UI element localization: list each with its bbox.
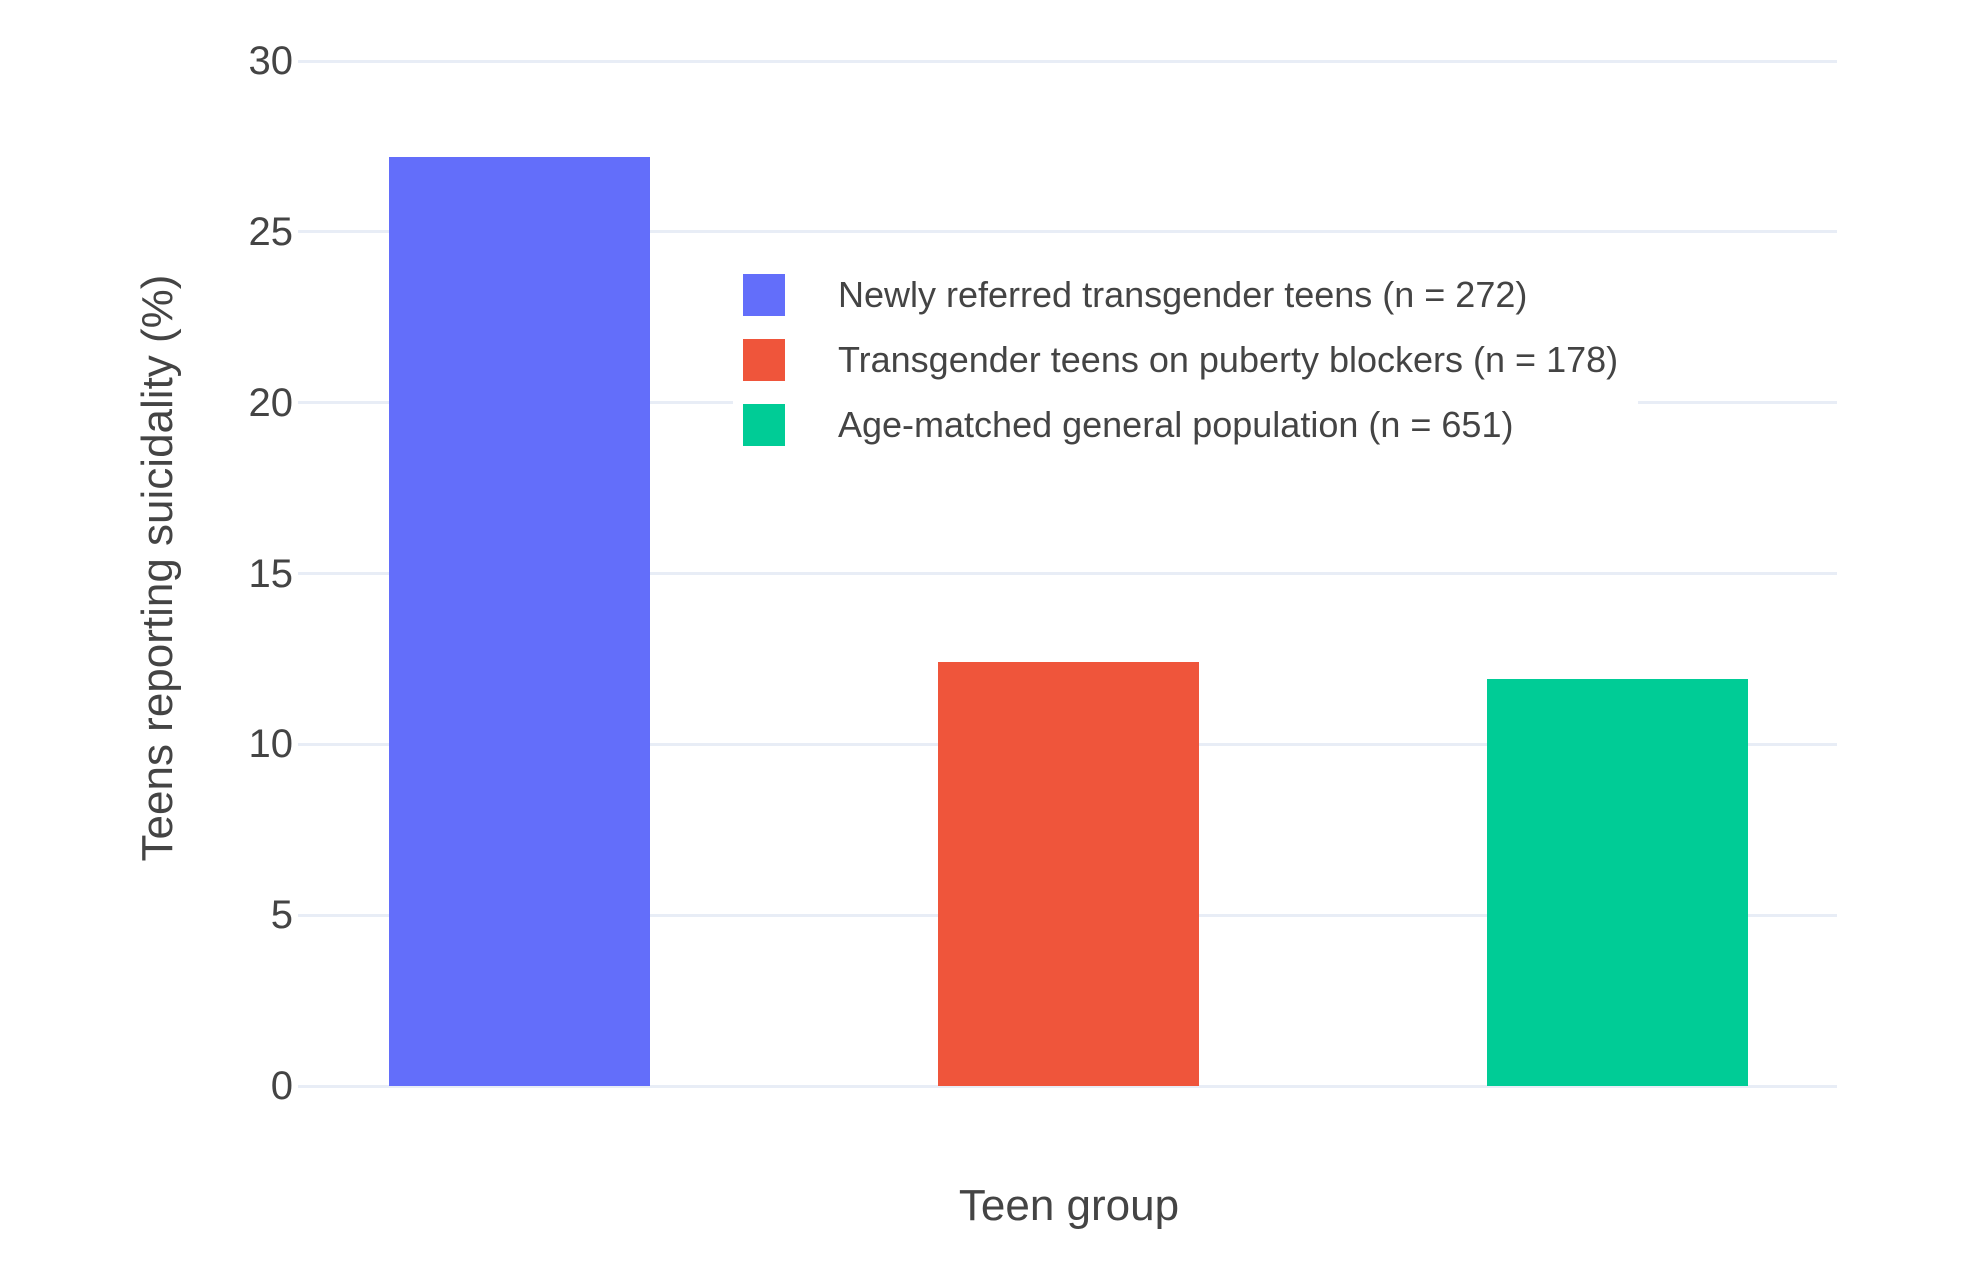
- legend-label: Transgender teens on puberty blockers (n…: [838, 338, 1619, 380]
- y-tick-label-0: 0: [270, 1064, 293, 1108]
- bar-series-0: [389, 156, 650, 1086]
- gridline-y-25: [298, 230, 1837, 234]
- gridline-y-30: [298, 59, 1837, 63]
- legend-swatch: [743, 338, 785, 381]
- y-tick-label-10: 10: [248, 722, 294, 767]
- legend: Newly referred transgender teens (n = 27…: [733, 246, 1639, 473]
- y-tick-label-15: 15: [248, 551, 294, 596]
- gridline-y-15: [298, 572, 1837, 575]
- gridline-y-0: [298, 1084, 1837, 1088]
- legend-label: Newly referred transgender teens (n = 27…: [838, 273, 1528, 315]
- legend-item-2[interactable]: Age-matched general population (n = 651): [743, 392, 1618, 457]
- legend-swatch: [743, 273, 785, 316]
- bar-series-1: [937, 662, 1199, 1086]
- legend-item-1[interactable]: Transgender teens on puberty blockers (n…: [743, 327, 1618, 392]
- y-axis-title: Teens reporting suicidality (%): [133, 274, 182, 862]
- y-tick-label-20: 20: [248, 380, 294, 425]
- legend-swatch: [743, 403, 785, 446]
- y-tick-label-5: 5: [270, 893, 293, 938]
- y-tick-label-30: 30: [248, 39, 294, 83]
- bar-series-2: [1486, 679, 1748, 1086]
- y-tick-label-25: 25: [248, 209, 294, 254]
- legend-item-0[interactable]: Newly referred transgender teens (n = 27…: [743, 262, 1618, 327]
- legend-label: Age-matched general population (n = 651): [838, 403, 1514, 445]
- x-axis-title: Teen group: [958, 1181, 1180, 1230]
